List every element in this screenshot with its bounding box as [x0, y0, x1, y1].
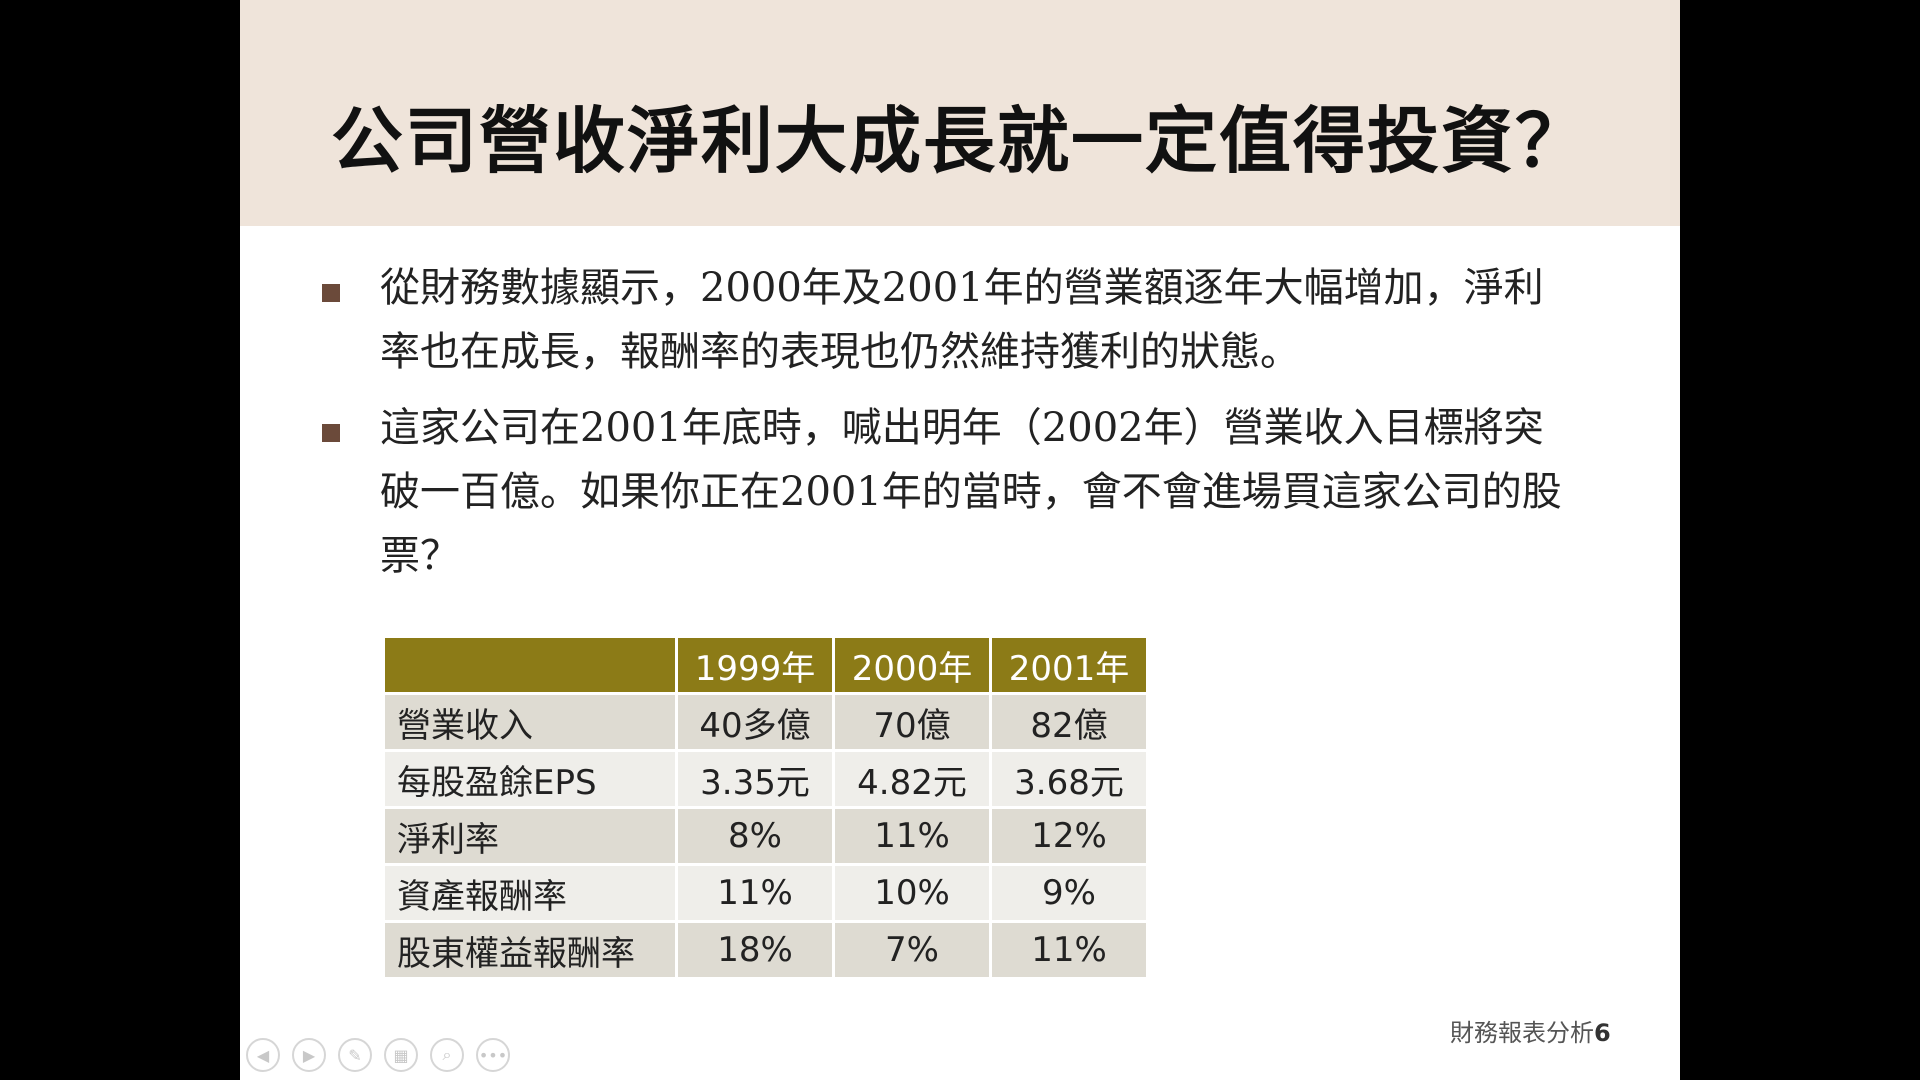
row-label: 股東權益報酬率	[382, 920, 678, 980]
zoom-icon[interactable]: ⌕	[430, 1038, 464, 1072]
bullet-list: 從財務數據顯示，2000年及2001年的營業額逐年大幅增加，淨利率也在成長，報酬…	[322, 256, 1622, 600]
row-label: 淨利率	[382, 806, 678, 866]
previous-icon[interactable]: ◀	[246, 1038, 280, 1072]
bullet-square-icon	[322, 424, 340, 442]
title-band	[240, 0, 1680, 226]
slide-title: 公司營收淨利大成長就一定值得投資？	[330, 99, 1589, 183]
table-cell: 9%	[989, 863, 1149, 923]
pen-icon[interactable]: ✎	[338, 1038, 372, 1072]
table-cell: 3.68元	[989, 749, 1149, 809]
bullet-item: 從財務數據顯示，2000年及2001年的營業額逐年大幅增加，淨利率也在成長，報酬…	[322, 256, 1622, 384]
financial-table: 1999年 2000年 2001年 營業收入 40多億 70億 82億 每股盈餘…	[382, 635, 1149, 980]
table-cell: 70億	[832, 692, 992, 752]
table-cell: 11%	[989, 920, 1149, 980]
table-row: 營業收入 40多億 70億 82億	[382, 692, 1149, 752]
bullet-text: 這家公司在2001年底時，喊出明年（2002年）營業收入目標將突破一百億。如果你…	[380, 405, 1562, 579]
table-header-row: 1999年 2000年 2001年	[382, 635, 1149, 695]
table-cell: 11%	[675, 863, 835, 923]
row-label: 營業收入	[382, 692, 678, 752]
table-header-cell: 1999年	[675, 635, 835, 695]
bullet-square-icon	[322, 284, 340, 302]
bullet-text: 從財務數據顯示，2000年及2001年的營業額逐年大幅增加，淨利率也在成長，報酬…	[380, 265, 1544, 375]
table-cell: 11%	[832, 806, 992, 866]
table-cell: 7%	[832, 920, 992, 980]
table-cell: 40多億	[675, 692, 835, 752]
table-row: 淨利率 8% 11% 12%	[382, 806, 1149, 866]
table-row: 每股盈餘EPS 3.35元 4.82元 3.68元	[382, 749, 1149, 809]
table-cell: 3.35元	[675, 749, 835, 809]
page-number: 6	[1594, 1019, 1611, 1047]
more-icon[interactable]: •••	[476, 1038, 510, 1072]
table-header-cell: 2000年	[832, 635, 992, 695]
table-cell: 10%	[832, 863, 992, 923]
slide-footer: 財務報表分析6	[1450, 1013, 1611, 1048]
table-cell: 12%	[989, 806, 1149, 866]
table-cell: 18%	[675, 920, 835, 980]
table-row: 股東權益報酬率 18% 7% 11%	[382, 920, 1149, 980]
row-label: 每股盈餘EPS	[382, 749, 678, 809]
next-icon[interactable]: ▶	[292, 1038, 326, 1072]
table-header-cell	[382, 635, 678, 695]
footer-text: 財務報表分析	[1450, 1019, 1594, 1047]
table-cell: 82億	[989, 692, 1149, 752]
row-label: 資產報酬率	[382, 863, 678, 923]
slides-grid-icon[interactable]: ▦	[384, 1038, 418, 1072]
table-row: 資產報酬率 11% 10% 9%	[382, 863, 1149, 923]
bullet-item: 這家公司在2001年底時，喊出明年（2002年）營業收入目標將突破一百億。如果你…	[322, 396, 1622, 588]
table-cell: 4.82元	[832, 749, 992, 809]
slide: 公司營收淨利大成長就一定值得投資？ 從財務數據顯示，2000年及2001年的營業…	[240, 0, 1680, 1080]
table-header-cell: 2001年	[989, 635, 1149, 695]
presentation-controls: ◀ ▶ ✎ ▦ ⌕ •••	[246, 1038, 510, 1072]
table-cell: 8%	[675, 806, 835, 866]
